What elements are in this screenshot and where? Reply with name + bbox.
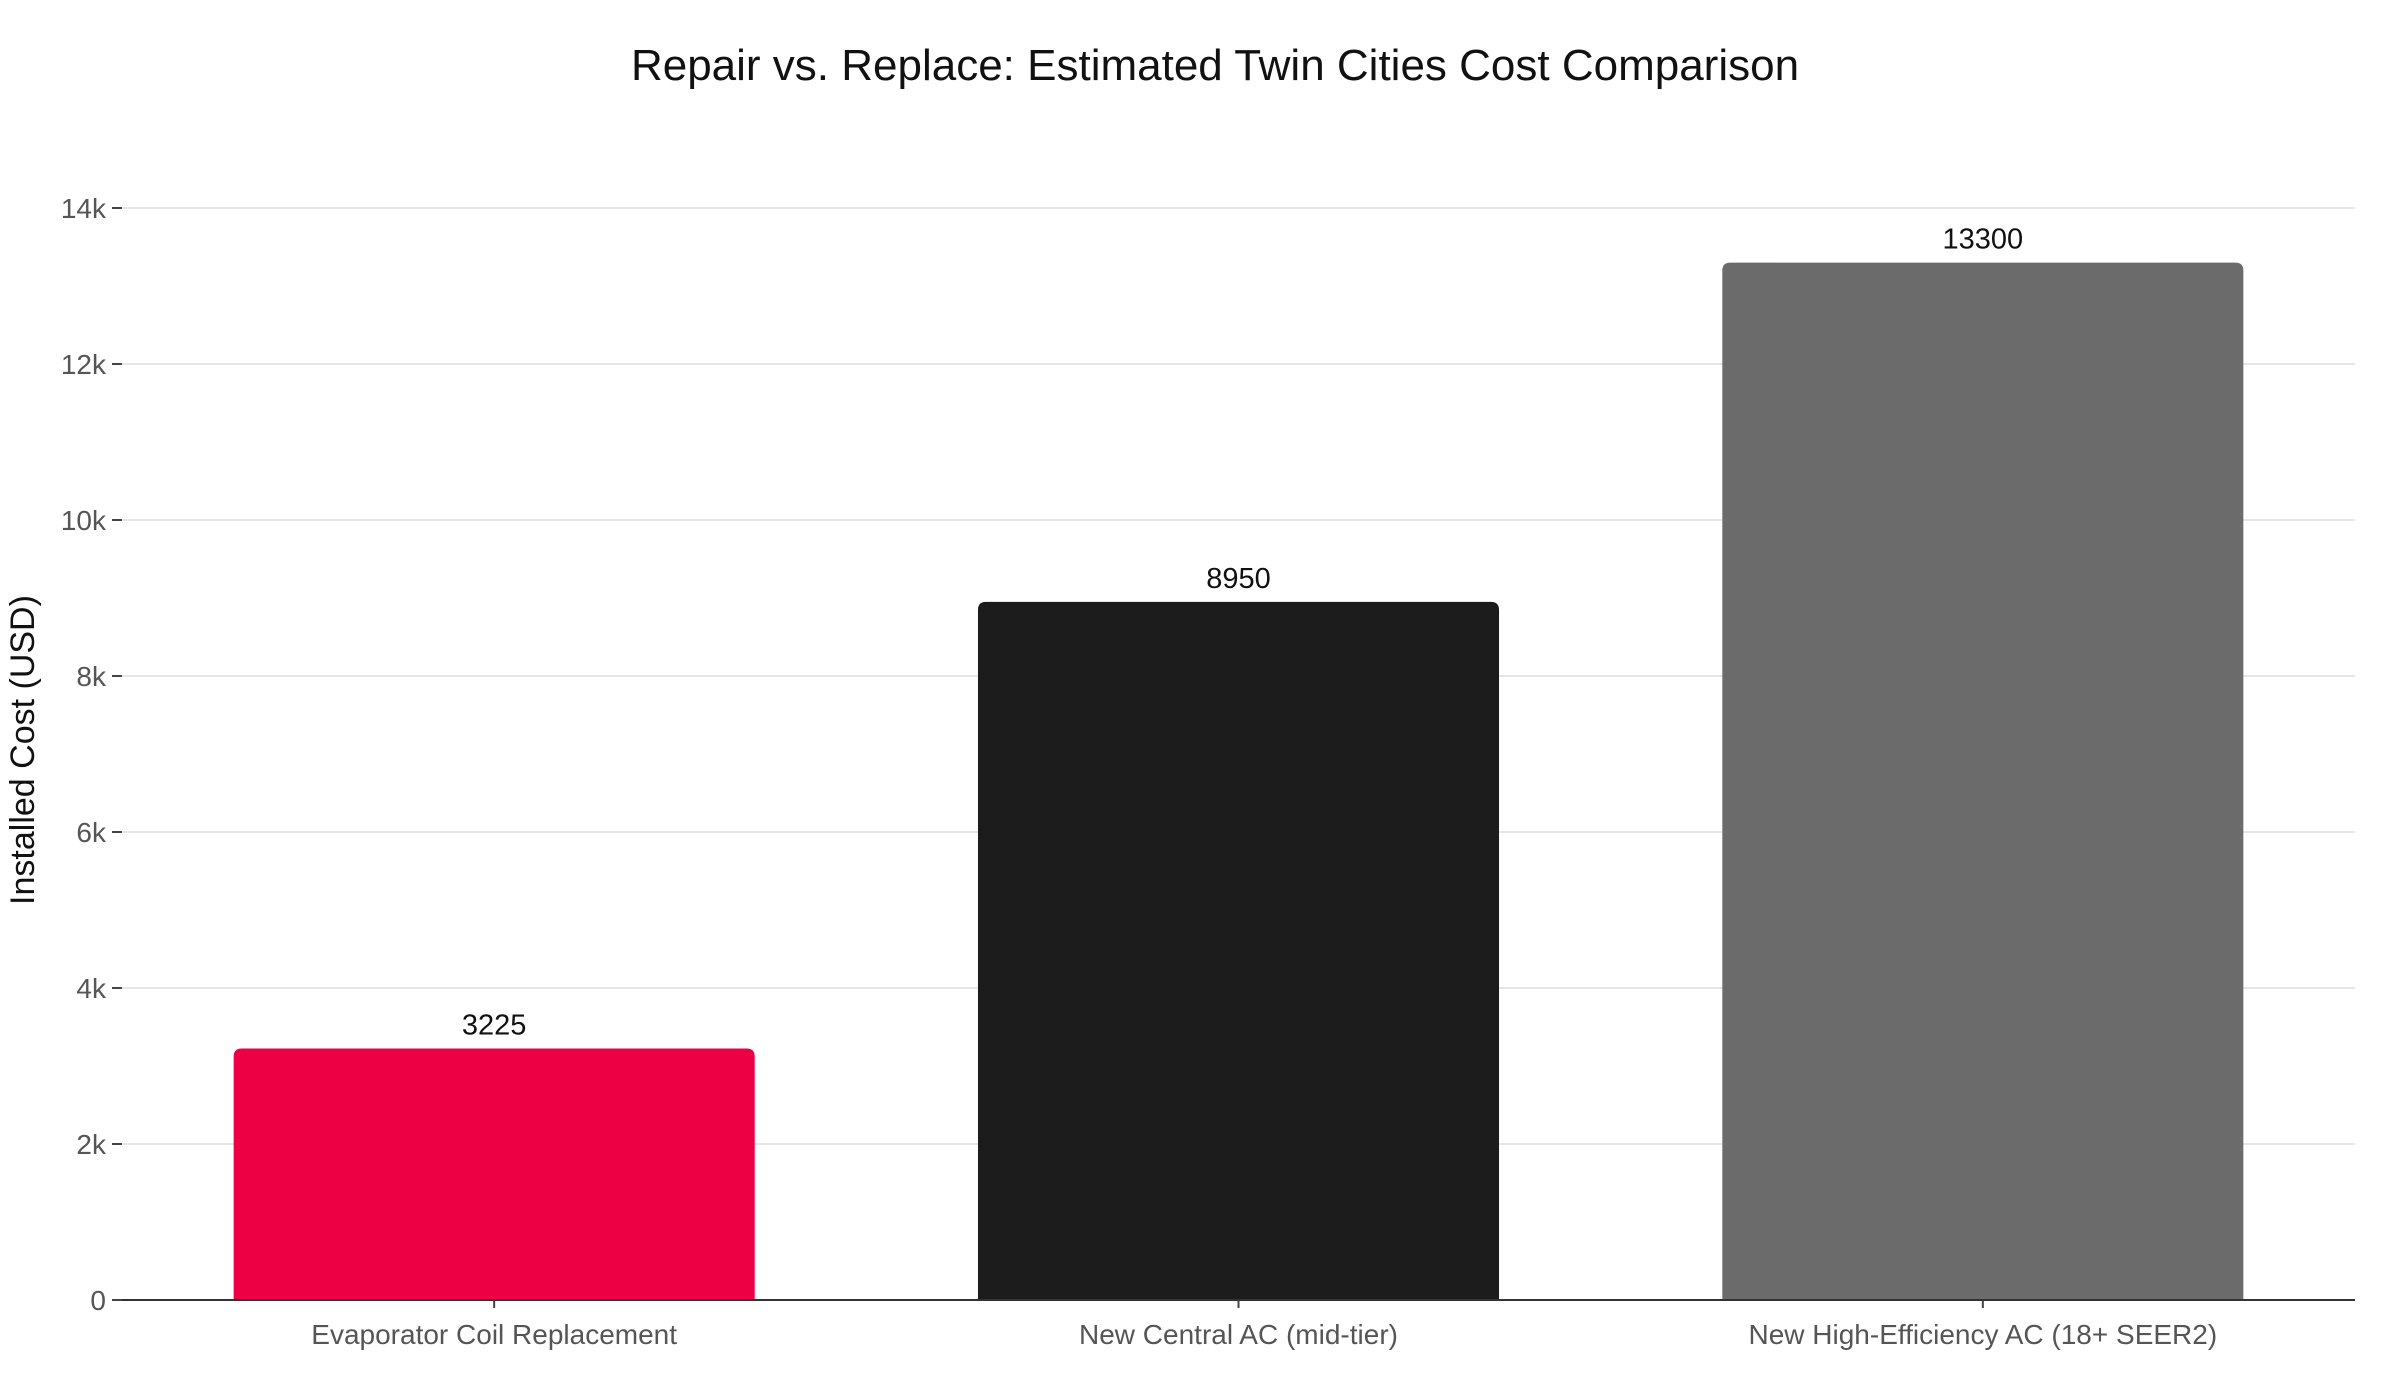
data-labels: 3225 8950 13300 — [462, 224, 2023, 1042]
y-tick-label: 0 — [90, 1285, 106, 1316]
bar — [233, 1048, 755, 1300]
bar — [977, 601, 1500, 1300]
y-tick-label: 4k — [76, 973, 107, 1004]
y-tick-label: 14k — [61, 193, 107, 224]
y-tick-label: 10k — [61, 505, 107, 536]
y-tick-label: 8k — [76, 661, 107, 692]
y-axis-title: Installed Cost (USD) — [4, 595, 42, 905]
chart-title: Repair vs. Replace: Estimated Twin Citie… — [631, 41, 1799, 90]
bar — [1722, 262, 2244, 1301]
y-tick-label: 12k — [61, 349, 107, 380]
bars — [233, 262, 2244, 1301]
y-tick-label: 6k — [76, 817, 107, 848]
bar-value-label: 8950 — [1206, 563, 1271, 595]
bar-value-label: 3225 — [462, 1009, 527, 1041]
x-tick-label: New High-Efficiency AC (18+ SEER2) — [1748, 1319, 2217, 1350]
bar-value-label: 13300 — [1943, 224, 2024, 256]
y-axis-ticks: 0 2k 4k 6k 8k 10k 12k 14k — [61, 193, 122, 1316]
x-tick-label: New Central AC (mid-tier) — [1079, 1319, 1398, 1350]
x-tick-label: Evaporator Coil Replacement — [311, 1319, 677, 1350]
y-tick-label: 2k — [76, 1129, 107, 1160]
x-axis-ticks: Evaporator Coil Replacement New Central A… — [311, 1300, 2217, 1350]
